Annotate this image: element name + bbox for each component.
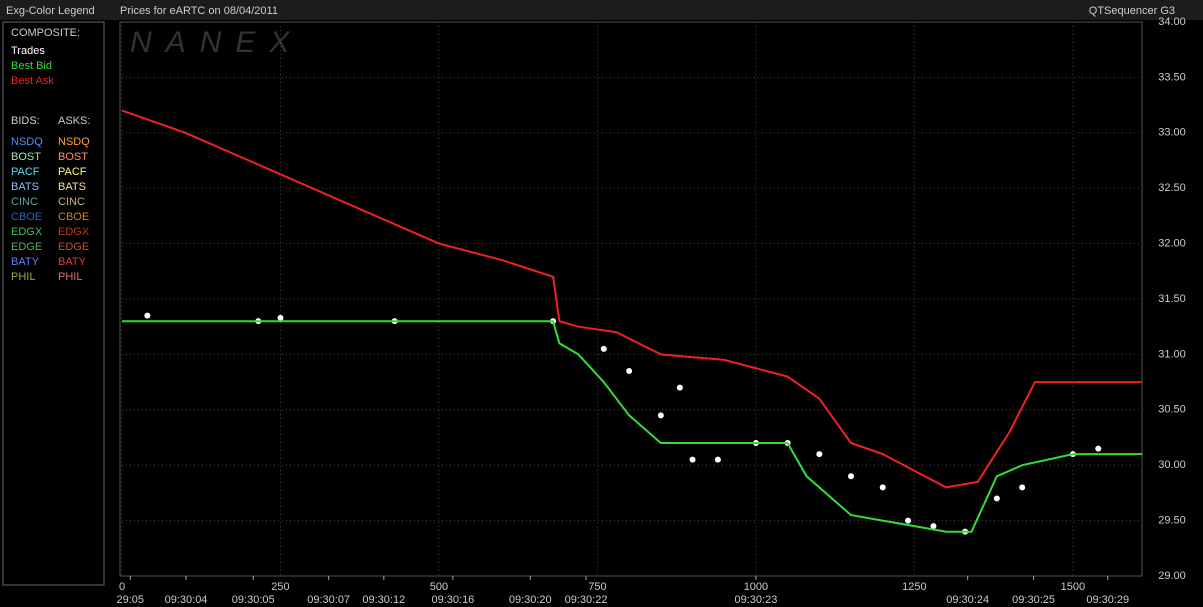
trade-point [714, 456, 721, 463]
ask-legend: BOST [58, 151, 88, 163]
y-tick-label: 29.00 [1158, 570, 1186, 582]
ask-legend: PHIL [58, 271, 82, 283]
time-label: 09:30:04 [165, 594, 208, 606]
bid-legend: PACF [11, 166, 40, 178]
bid-legend: BOST [11, 151, 41, 163]
time-label: 09:30:12 [362, 594, 405, 606]
time-label: 09:30:20 [509, 594, 552, 606]
x-tick-label: 1000 [744, 581, 768, 593]
trade-point [144, 312, 151, 319]
y-tick-label: 34.00 [1158, 16, 1186, 28]
y-tick-label: 30.00 [1158, 459, 1186, 471]
header-bar [0, 0, 1203, 20]
y-tick-label: 29.50 [1158, 515, 1186, 527]
bids-header: BIDS: [11, 115, 40, 127]
ask-legend: BATS [58, 181, 86, 193]
y-tick-label: 33.50 [1158, 71, 1186, 83]
ask-legend: EDGX [58, 226, 90, 238]
y-tick-label: 31.00 [1158, 348, 1186, 360]
ask-legend: CINC [58, 196, 85, 208]
y-tick-label: 32.00 [1158, 238, 1186, 250]
trade-point [848, 473, 855, 480]
ask-legend: BATY [58, 256, 87, 268]
time-label: 29:05 [116, 594, 144, 606]
time-label: 09:30:23 [735, 594, 778, 606]
time-label: 09:30:05 [232, 594, 275, 606]
composite-header: COMPOSITE: [11, 27, 80, 39]
ask-legend: EDGE [58, 241, 89, 253]
legend-panel [2, 21, 105, 586]
x-tick-label: 1250 [902, 581, 926, 593]
bid-legend: EDGE [11, 241, 42, 253]
legend-entry: Trades [11, 45, 45, 57]
series-line [122, 320, 1142, 533]
asks-header: ASKS: [58, 115, 90, 127]
trade-point [689, 456, 696, 463]
trade-point [905, 517, 912, 524]
x-tick-label: 0 [119, 581, 125, 593]
series-line [121, 109, 1142, 489]
trade-point [816, 451, 823, 458]
y-tick-label: 33.00 [1158, 127, 1186, 139]
bid-legend: NSDQ [11, 136, 43, 148]
bid-legend: BATS [11, 181, 39, 193]
legend-entry: Best Bid [11, 60, 52, 72]
ask-legend: PACF [58, 166, 87, 178]
header-title: Prices for eARTC on 08/04/2011 [120, 5, 278, 17]
trade-point [1095, 445, 1102, 452]
x-tick-label: 250 [271, 581, 289, 593]
x-tick-label: 750 [588, 581, 606, 593]
trade-point [600, 345, 607, 352]
y-tick-label: 32.50 [1158, 182, 1186, 194]
bid-legend: PHIL [11, 271, 35, 283]
x-tick-label: 1500 [1061, 581, 1085, 593]
x-tick-label: 500 [430, 581, 448, 593]
header-right: QTSequencer G3 [1089, 5, 1175, 17]
time-label: 09:30:22 [565, 594, 608, 606]
y-tick-label: 30.50 [1158, 404, 1186, 416]
trade-point [993, 495, 1000, 502]
trade-point [626, 368, 633, 375]
trade-point [277, 314, 284, 321]
ask-legend: CBOE [58, 211, 89, 223]
trade-point [676, 384, 683, 391]
legend-entry: Best Ask [11, 75, 54, 87]
trade-point [930, 523, 937, 530]
bid-legend: CBOE [11, 211, 42, 223]
ask-legend: NSDQ [58, 136, 90, 148]
time-label: 09:30:29 [1086, 594, 1129, 606]
y-tick-label: 31.50 [1158, 293, 1186, 305]
watermark: NANEX [130, 26, 303, 59]
time-label: 09:30:07 [307, 594, 350, 606]
time-label: 09:30:25 [1012, 594, 1055, 606]
header-left: Exg-Color Legend [6, 5, 95, 17]
bid-legend: EDGX [11, 226, 43, 238]
time-label: 09:30:16 [431, 594, 474, 606]
trade-point [1019, 484, 1026, 491]
bid-legend: BATY [11, 256, 40, 268]
time-label: 09:30:24 [946, 594, 989, 606]
trade-point [879, 484, 886, 491]
trade-point [657, 412, 664, 419]
bid-legend: CINC [11, 196, 38, 208]
